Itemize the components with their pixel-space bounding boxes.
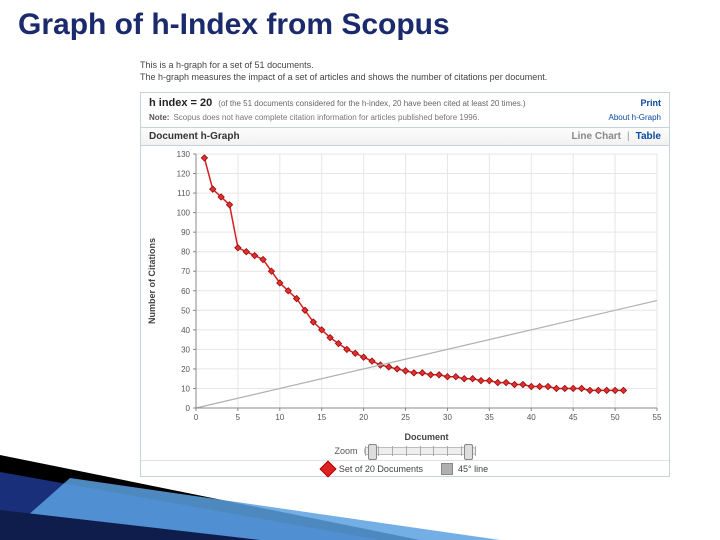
svg-text:100: 100 <box>177 209 191 218</box>
about-hgraph-link[interactable]: About h-Graph <box>609 113 661 122</box>
chart-area: 0 10 20 30 40 50 60 70 80 90 100 110 120 130 0 5 10 15 20 2… <box>141 146 669 476</box>
svg-text:25: 25 <box>401 413 410 422</box>
svg-text:40: 40 <box>527 413 536 422</box>
zoom-handle-left[interactable] <box>368 444 377 460</box>
diamond-icon <box>319 461 336 478</box>
svg-text:40: 40 <box>181 326 190 335</box>
zoom-row: Zoom <box>141 446 669 460</box>
svg-text:50: 50 <box>611 413 620 422</box>
square-icon <box>441 463 453 475</box>
zoom-slider[interactable] <box>364 447 476 455</box>
svg-text:20: 20 <box>359 413 368 422</box>
svg-text:55: 55 <box>653 413 662 422</box>
svg-text:15: 15 <box>317 413 326 422</box>
svg-text:30: 30 <box>181 345 190 354</box>
legend-series-label: Set of 20 Documents <box>339 464 423 474</box>
svg-text:10: 10 <box>275 413 284 422</box>
scopus-panel: This is a h-graph for a set of 51 docume… <box>140 58 670 477</box>
svg-text:90: 90 <box>181 228 190 237</box>
legend-item-45: 45° line <box>441 463 488 475</box>
print-link[interactable]: Print <box>640 98 661 108</box>
svg-text:60: 60 <box>181 287 190 296</box>
hindex-value: h index = 20 <box>149 97 212 109</box>
tab-line-chart[interactable]: Line Chart <box>572 131 621 142</box>
hindex-box: h index = 20 (of the 51 documents consid… <box>140 92 670 477</box>
svg-text:30: 30 <box>443 413 452 422</box>
legend: Set of 20 Documents 45° line <box>141 460 669 481</box>
tab-row: Document h-Graph Line Chart | Table <box>141 127 669 146</box>
zoom-label: Zoom <box>334 446 357 456</box>
intro-line-1: This is a h-graph for a set of 51 docume… <box>140 60 670 70</box>
tab-table[interactable]: Table <box>636 131 661 142</box>
note-label: Note: <box>149 113 169 122</box>
legend-item-series: Set of 20 Documents <box>322 463 423 475</box>
zoom-handle-right[interactable] <box>464 444 473 460</box>
intro-line-2: The h-graph measures the impact of a set… <box>140 72 670 82</box>
legend-45-label: 45° line <box>458 464 488 474</box>
svg-text:5: 5 <box>236 413 241 422</box>
svg-text:110: 110 <box>177 189 190 198</box>
svg-text:50: 50 <box>181 306 190 315</box>
svg-text:35: 35 <box>485 413 494 422</box>
slide-title: Graph of h-Index from Scopus <box>18 8 450 42</box>
svg-text:Document: Document <box>404 432 448 442</box>
svg-text:0: 0 <box>194 413 199 422</box>
tab-separator: | <box>627 131 630 142</box>
svg-text:45: 45 <box>569 413 578 422</box>
svg-text:10: 10 <box>181 384 190 393</box>
svg-text:0: 0 <box>186 404 191 413</box>
panel-title: Document h-Graph <box>149 131 240 142</box>
hindex-header: h index = 20 (of the 51 documents consid… <box>141 93 669 111</box>
svg-text:20: 20 <box>181 365 190 374</box>
note-row: Note: Scopus does not have complete cita… <box>141 111 669 127</box>
svg-text:130: 130 <box>177 150 191 159</box>
svg-text:80: 80 <box>181 248 190 257</box>
svg-text:Number of Citations: Number of Citations <box>147 238 157 324</box>
chart-svg: 0 10 20 30 40 50 60 70 80 90 100 110 120 130 0 5 10 15 20 2… <box>141 146 669 446</box>
hindex-blurb: (of the 51 documents considered for the … <box>218 99 525 108</box>
note-text: Scopus does not have complete citation i… <box>173 113 479 122</box>
svg-text:120: 120 <box>177 170 191 179</box>
svg-text:70: 70 <box>181 267 190 276</box>
